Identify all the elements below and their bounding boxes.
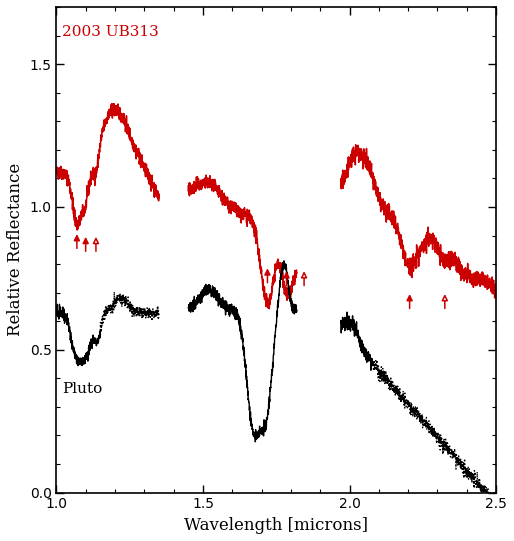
X-axis label: Wavelength [microns]: Wavelength [microns]: [184, 517, 368, 534]
Text: 2003 UB313: 2003 UB313: [62, 24, 159, 38]
Text: Pluto: Pluto: [62, 381, 102, 395]
Y-axis label: Relative Reflectance: Relative Reflectance: [7, 163, 24, 337]
